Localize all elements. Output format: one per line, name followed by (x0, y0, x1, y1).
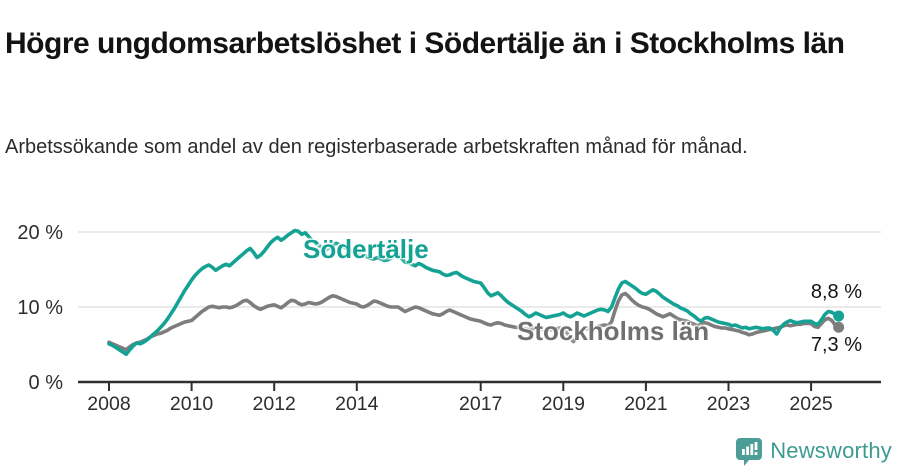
x-axis-tick-label: 2019 (542, 393, 585, 415)
brand-name: Newsworthy (770, 438, 892, 463)
y-axis-tick-label: 20 % (17, 222, 63, 244)
x-axis-tick-label: 2010 (170, 393, 214, 415)
x-axis-tick-label: 2014 (335, 393, 379, 415)
end-value-label-sodertalje: 8,8 % (810, 281, 862, 303)
series-label-stockholm: Stockholms län (517, 316, 710, 346)
x-axis-tick-label: 2017 (459, 393, 502, 415)
s-dert-lje-end-dot (833, 310, 845, 322)
stockholms-l-n-end-dot (833, 321, 845, 333)
chart-subtitle: Arbetssökande som andel av den registerb… (5, 136, 748, 158)
bar-chart-bubble-icon (736, 437, 763, 466)
x-axis-tick-label: 2012 (253, 393, 296, 415)
page-title: Högre ungdomsarbetslöshet i Södertälje ä… (5, 27, 845, 61)
end-value-label-stockholm: 7,3 % (810, 334, 862, 356)
x-axis-tick-label: 2023 (707, 393, 750, 415)
x-axis-tick-label: 2021 (624, 393, 667, 415)
x-axis-tick-label: 2008 (87, 393, 130, 415)
y-axis-tick-label: 10 % (17, 297, 63, 319)
series-label-sodertalje: Södertälje (303, 234, 429, 264)
newsworthy-logo: Newsworthy (736, 436, 892, 466)
s-dert-lje-line (107, 228, 841, 357)
y-axis-tick-label: 0 % (29, 372, 64, 394)
x-axis-tick-label: 2025 (789, 393, 833, 415)
stockholms-l-n-line (107, 291, 841, 352)
